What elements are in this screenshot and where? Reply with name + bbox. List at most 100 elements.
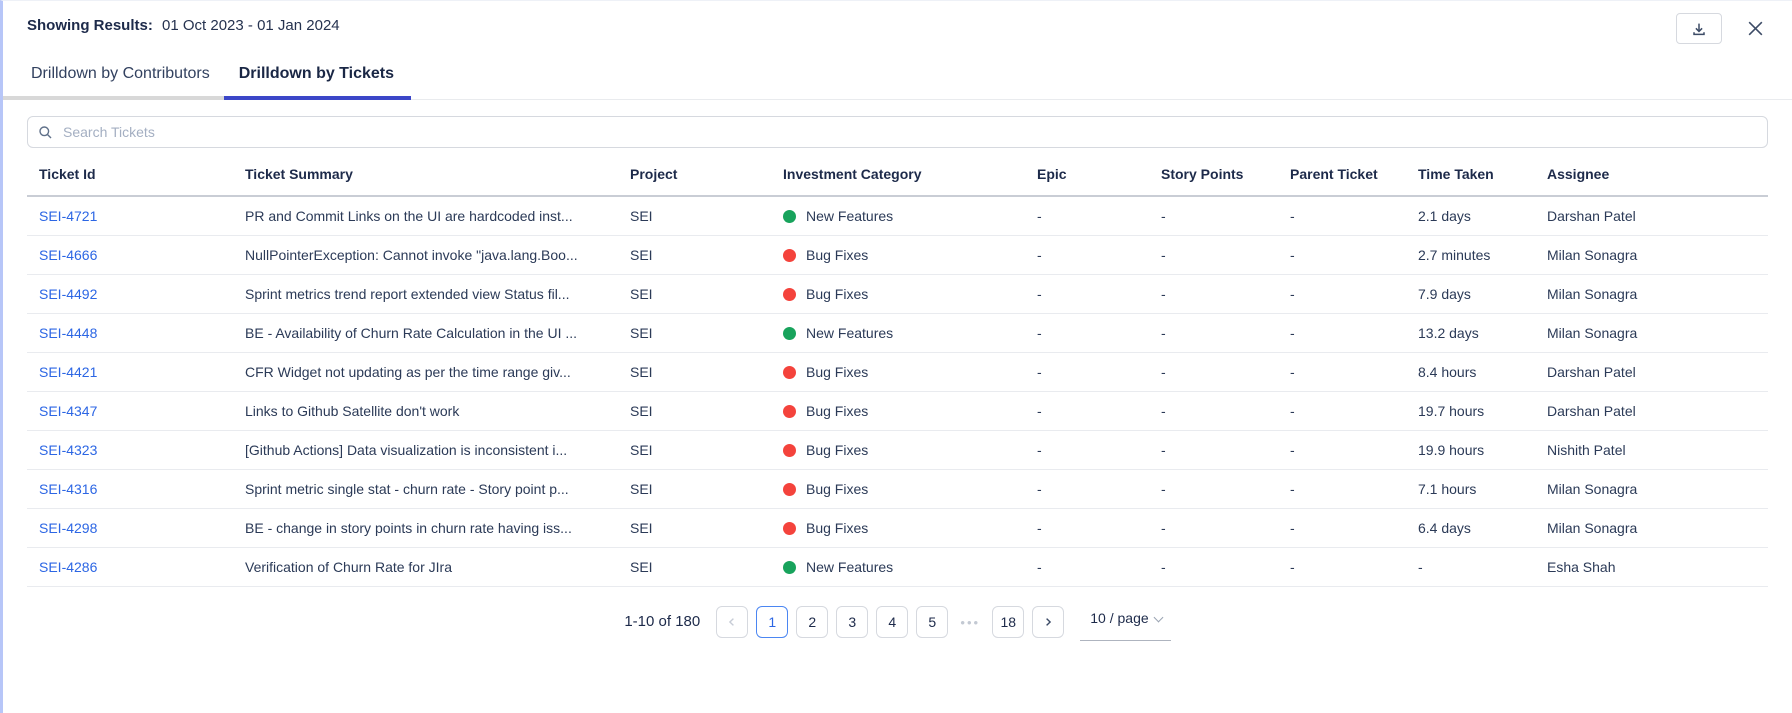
close-button[interactable] — [1740, 13, 1770, 44]
category-label: Bug Fixes — [806, 481, 869, 497]
cell-project: SEI — [630, 235, 783, 275]
cell-investment-category: Bug Fixes — [783, 430, 1037, 470]
cell-parent-ticket: - — [1290, 235, 1418, 275]
table-row: SEI-4721 PR and Commit Links on the UI ar… — [27, 196, 1768, 236]
cell-story-points: - — [1161, 469, 1290, 509]
category-dot-icon — [783, 522, 796, 535]
cell-investment-category: Bug Fixes — [783, 391, 1037, 431]
table-row: SEI-4316 Sprint metric single stat - chur… — [27, 469, 1768, 509]
cell-story-points: - — [1161, 547, 1290, 587]
cell-parent-ticket: - — [1290, 508, 1418, 548]
cell-investment-category: Bug Fixes — [783, 469, 1037, 509]
cell-parent-ticket: - — [1290, 196, 1418, 236]
cell-project: SEI — [630, 313, 783, 353]
showing-results-label: Showing Results: — [27, 17, 153, 34]
cell-time-taken: 13.2 days — [1418, 313, 1547, 353]
cell-investment-category: New Features — [783, 313, 1037, 353]
cell-investment-category: Bug Fixes — [783, 274, 1037, 314]
page-buttons: 1 2 3 4 5 ••• 18 — [752, 605, 1028, 638]
cell-project: SEI — [630, 430, 783, 470]
cell-parent-ticket: - — [1290, 391, 1418, 431]
ticket-link[interactable]: SEI-4492 — [39, 286, 98, 302]
cell-assignee: Darshan Patel — [1547, 196, 1768, 236]
cell-project: SEI — [630, 352, 783, 392]
cell-story-points: - — [1161, 235, 1290, 275]
search-input[interactable] — [61, 123, 1757, 141]
cell-parent-ticket: - — [1290, 547, 1418, 587]
ticket-link[interactable]: SEI-4721 — [39, 208, 98, 224]
page-size-select[interactable]: 10 / page — [1080, 602, 1171, 641]
category-label: Bug Fixes — [806, 247, 869, 263]
table-row: SEI-4492 Sprint metrics trend report exte… — [27, 274, 1768, 314]
ticket-link[interactable]: SEI-4347 — [39, 403, 98, 419]
toolbar-actions — [1676, 13, 1770, 44]
ticket-link[interactable]: SEI-4666 — [39, 247, 98, 263]
page-button-1[interactable]: 1 — [756, 605, 789, 638]
cell-project: SEI — [630, 508, 783, 548]
cell-epic: - — [1037, 391, 1161, 431]
tickets-table: Ticket Id Ticket Summary Project Investm… — [27, 150, 1768, 587]
cell-story-points: - — [1161, 274, 1290, 314]
page-size-label: 10 / page — [1090, 610, 1149, 626]
cell-ticket-id: SEI-4316 — [27, 469, 245, 509]
table-row: SEI-4448 BE - Availability of Churn Rate … — [27, 313, 1768, 353]
cell-project: SEI — [630, 391, 783, 431]
cell-investment-category: Bug Fixes — [783, 508, 1037, 548]
page-button-4[interactable]: 4 — [876, 605, 909, 638]
cell-time-taken: 19.9 hours — [1418, 430, 1547, 470]
cell-time-taken: 2.7 minutes — [1418, 235, 1547, 275]
cell-story-points: - — [1161, 430, 1290, 470]
tab-drilldown-by-tickets[interactable]: Drilldown by Tickets — [223, 64, 412, 100]
cell-epic: - — [1037, 313, 1161, 353]
category-label: Bug Fixes — [806, 520, 869, 536]
ticket-link[interactable]: SEI-4286 — [39, 559, 98, 575]
cell-project: SEI — [630, 274, 783, 314]
cell-parent-ticket: - — [1290, 430, 1418, 470]
table-row: SEI-4421 CFR Widget not updating as per t… — [27, 352, 1768, 392]
table-row: SEI-4666 NullPointerException: Cannot inv… — [27, 235, 1768, 275]
ticket-link[interactable]: SEI-4448 — [39, 325, 98, 341]
cell-ticket-id: SEI-4298 — [27, 508, 245, 548]
cell-parent-ticket: - — [1290, 313, 1418, 353]
cell-time-taken: 6.4 days — [1418, 508, 1547, 548]
cell-epic: - — [1037, 235, 1161, 275]
category-label: New Features — [806, 559, 894, 575]
cell-ticket-id: SEI-4666 — [27, 235, 245, 275]
col-ticket-summary: Ticket Summary — [245, 150, 630, 197]
cell-assignee: Milan Sonagra — [1547, 235, 1768, 275]
cell-ticket-summary: BE - Availability of Churn Rate Calculat… — [245, 313, 630, 353]
ticket-link[interactable]: SEI-4323 — [39, 442, 98, 458]
tab-drilldown-by-contributors[interactable]: Drilldown by Contributors — [3, 64, 224, 100]
cell-ticket-summary: CFR Widget not updating as per the time … — [245, 352, 630, 392]
cell-ticket-id: SEI-4347 — [27, 391, 245, 431]
ticket-link[interactable]: SEI-4316 — [39, 481, 98, 497]
cell-epic: - — [1037, 430, 1161, 470]
col-project: Project — [630, 150, 783, 197]
page-button-18[interactable]: 18 — [992, 605, 1025, 638]
cell-investment-category: Bug Fixes — [783, 352, 1037, 392]
download-button[interactable] — [1676, 13, 1722, 44]
ticket-link[interactable]: SEI-4421 — [39, 364, 98, 380]
pagination-prev-button[interactable] — [716, 605, 749, 638]
cell-time-taken: 7.9 days — [1418, 274, 1547, 314]
page-button-3[interactable]: 3 — [836, 605, 869, 638]
cell-assignee: Nishith Patel — [1547, 430, 1768, 470]
cell-time-taken: 7.1 hours — [1418, 469, 1547, 509]
ticket-link[interactable]: SEI-4298 — [39, 520, 98, 536]
cell-assignee: Milan Sonagra — [1547, 469, 1768, 509]
page-ellipsis: ••• — [960, 614, 981, 630]
cell-ticket-summary: Links to Github Satellite don't work — [245, 391, 630, 431]
page-button-2[interactable]: 2 — [796, 605, 829, 638]
cell-investment-category: New Features — [783, 547, 1037, 587]
page-button-5[interactable]: 5 — [916, 605, 949, 638]
pagination-next-button[interactable] — [1032, 605, 1065, 638]
cell-ticket-summary: [Github Actions] Data visualization is i… — [245, 430, 630, 470]
cell-ticket-id: SEI-4323 — [27, 430, 245, 470]
cell-epic: - — [1037, 352, 1161, 392]
cell-assignee: Milan Sonagra — [1547, 313, 1768, 353]
cell-parent-ticket: - — [1290, 274, 1418, 314]
magnifier-icon — [38, 125, 53, 140]
col-ticket-id: Ticket Id — [27, 150, 245, 197]
cell-story-points: - — [1161, 313, 1290, 353]
cell-investment-category: Bug Fixes — [783, 235, 1037, 275]
